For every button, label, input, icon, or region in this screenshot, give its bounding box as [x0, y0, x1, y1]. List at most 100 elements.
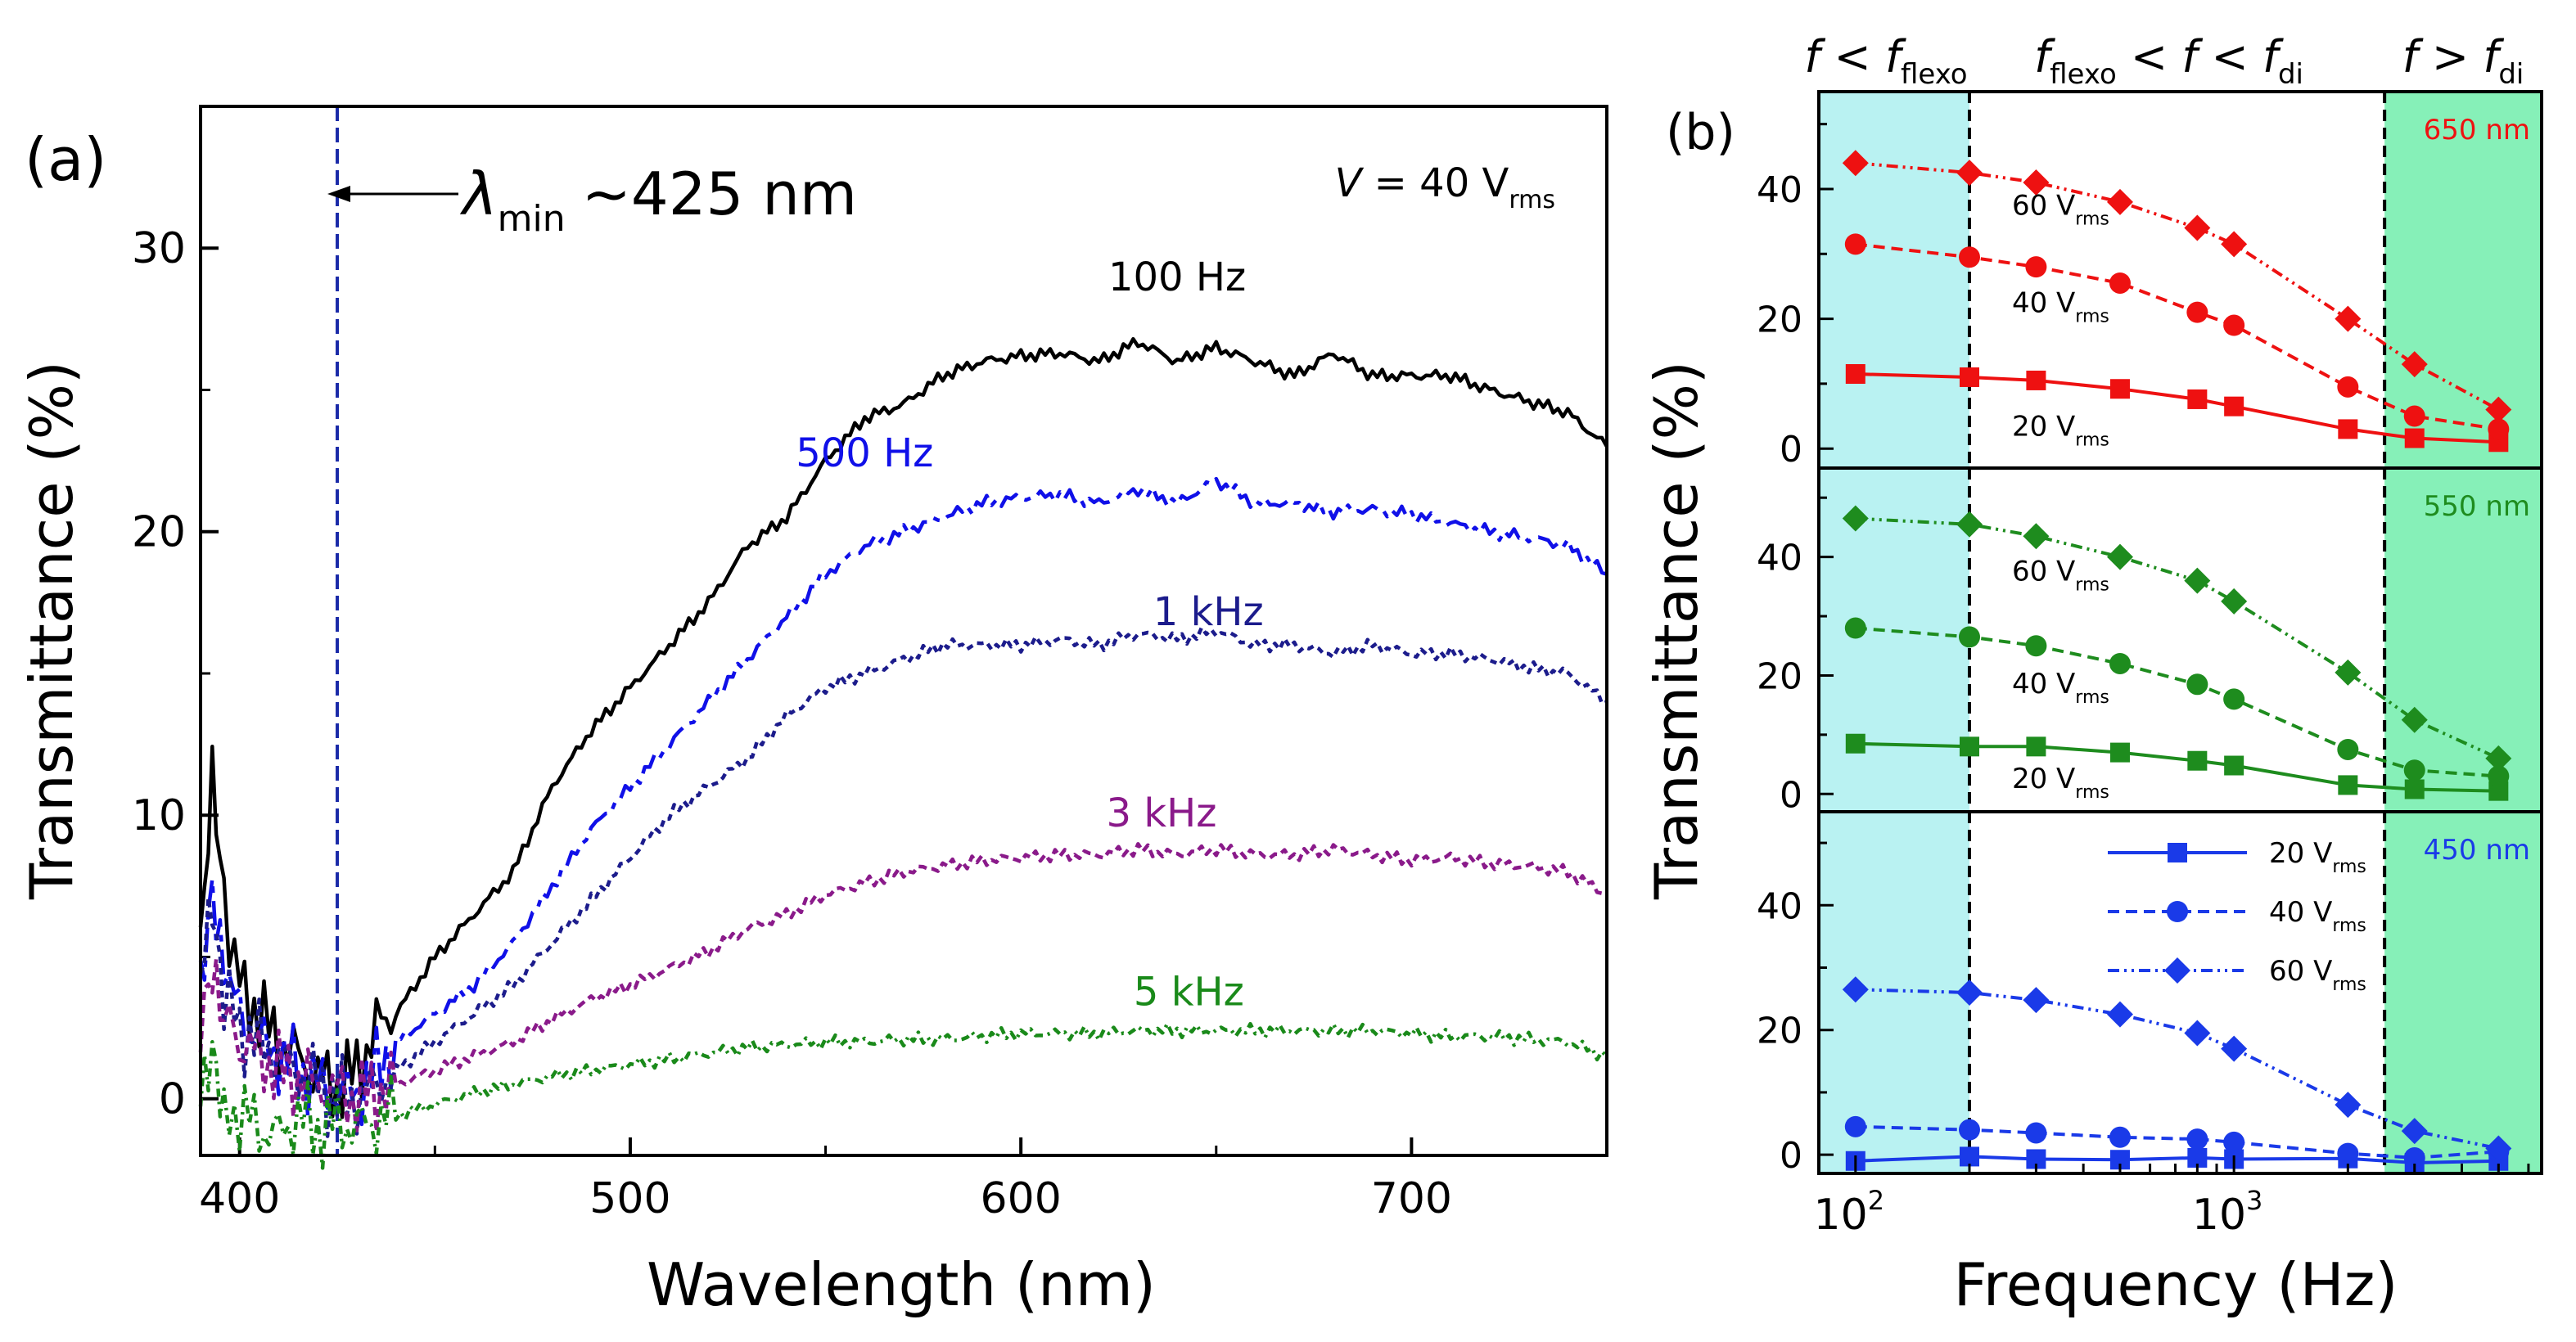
tick-base: 10 [1814, 1191, 1868, 1240]
wavelength-label: 650 nm [2424, 114, 2530, 146]
marker-circle [2186, 301, 2208, 323]
x-tick-label: 700 [1371, 1174, 1452, 1223]
marker-circle [2109, 652, 2131, 674]
y-tick-label: 20 [1757, 299, 1802, 341]
y-tick-label: 40 [1757, 885, 1802, 927]
region-label: fflexo < f < fdi [2034, 31, 2303, 91]
series-line-500-hz [198, 476, 1608, 1127]
series-label-1-khz: 1 kHz [1153, 589, 1264, 635]
marker-circle [2488, 765, 2510, 787]
marker-circle [1958, 1119, 1980, 1141]
marker-circle [2186, 1128, 2208, 1151]
marker-diamond [2184, 1020, 2211, 1047]
y-tick-label: 0 [1780, 1135, 1802, 1177]
marker-square [2187, 750, 2208, 771]
series-voltage-label: 20 Vrms [2012, 763, 2109, 803]
marker-diamond [2335, 1092, 2362, 1119]
marker-circle [2109, 272, 2131, 294]
x-tick-label: 103 [2192, 1185, 2263, 1240]
y-axis-label-b: Transmittance (%) [1642, 361, 1711, 900]
voltage-value: 40 V [2012, 287, 2075, 320]
legend-sub: rms [2332, 857, 2366, 877]
marker-circle [1844, 233, 1866, 255]
marker-diamond [1956, 979, 1983, 1006]
series-label-3-khz: 3 kHz [1107, 790, 1217, 836]
y-tick-label: 0 [1780, 774, 1802, 816]
marker-diamond [2106, 1001, 2133, 1028]
series-line-1-khz [198, 625, 1608, 1138]
panel-a-label: (a) [25, 125, 106, 194]
marker-circle [1844, 1115, 1866, 1137]
legend-voltage: 40 V [2269, 896, 2332, 929]
legend-label: 60 Vrms [2269, 955, 2366, 995]
voltage-sub: rms [2075, 209, 2109, 230]
voltage-annotation: V = 40 Vrms [1335, 160, 1555, 214]
y-axis-label-a: Transmittance (%) [17, 361, 86, 900]
voltage-sub: rms [2075, 782, 2109, 803]
wavelength-label: 550 nm [2424, 490, 2530, 523]
x-tick-label: 400 [199, 1174, 280, 1223]
plot-frame-a [199, 105, 1608, 1157]
marker-diamond [2106, 188, 2133, 215]
legend-label: 20 Vrms [2269, 837, 2366, 877]
marker-circle [2337, 1142, 2359, 1164]
marker-square [1845, 364, 1865, 384]
marker-diamond [2335, 305, 2362, 332]
marker-circle [2223, 1131, 2245, 1153]
marker-diamond [2221, 1035, 2248, 1062]
marker-square [2109, 742, 2130, 763]
tick-exponent: 3 [2246, 1185, 2262, 1216]
marker-circle [2223, 688, 2245, 710]
marker-diamond [2485, 745, 2512, 772]
marker-diamond [2023, 169, 2050, 196]
marker-square [2187, 389, 2208, 409]
marker-square [2026, 736, 2046, 757]
voltage-value: 40 V [2012, 668, 2075, 700]
lambda-min-annotation: λmin ~425 nm [459, 160, 857, 240]
marker-diamond [2485, 1135, 2512, 1162]
y-tick-label: 20 [132, 508, 186, 557]
marker-diamond [2485, 396, 2512, 423]
series-line-100-hz [198, 336, 1608, 1119]
y-tick-label: 40 [1757, 169, 1802, 211]
axis-ticks-a: 400 500 600 700 0 10 20 30 [132, 105, 1608, 1223]
tick-base: 10 [2192, 1191, 2246, 1240]
marker-square [1959, 367, 1979, 387]
marker-square [2224, 755, 2244, 776]
subpanel-frame [1817, 810, 2543, 1175]
series-voltage-label: 40 Vrms [2012, 287, 2109, 327]
marker-diamond [1842, 976, 1869, 1003]
y-tick-label: 20 [1757, 655, 1802, 697]
legend-sub: rms [2332, 975, 2366, 995]
plot-area-a: 100 Hz 500 Hz 1 kHz 3 kHz 5 kHz [198, 106, 1608, 1170]
y-tick-label: 10 [132, 791, 186, 840]
voltage-sub: rms [2075, 575, 2109, 596]
marker-circle [2337, 738, 2359, 760]
series-voltage-label: 20 Vrms [2012, 410, 2109, 450]
series-voltage-label: 60 Vrms [2012, 556, 2109, 596]
voltage-sub: rms [1509, 186, 1555, 214]
voltage-value: 60 V [2012, 556, 2075, 588]
marker-circle [2025, 1122, 2047, 1144]
marker-circle [1958, 246, 1980, 268]
marker-circle [2109, 1126, 2131, 1148]
marker-square [2224, 396, 2244, 417]
x-tick-label: 102 [1814, 1185, 1885, 1240]
marker-square [2026, 370, 2046, 390]
wavelength-label: 450 nm [2424, 834, 2530, 867]
panel-a: (a) Transmittance (%) Wavelength (nm) 40… [17, 105, 1608, 1319]
marker-circle [2403, 405, 2425, 427]
marker-diamond [2184, 214, 2211, 241]
x-ticks-b: 102 103 [1814, 1155, 2530, 1240]
marker-diamond [2023, 987, 2050, 1014]
x-axis-label-a: Wavelength (nm) [647, 1250, 1156, 1319]
marker-diamond [2401, 706, 2428, 733]
marker-circle [1844, 617, 1866, 639]
marker-square [1845, 733, 1865, 754]
marker-diamond [1842, 150, 1869, 177]
marker-diamond [2023, 523, 2050, 550]
marker-square [2109, 379, 2130, 399]
